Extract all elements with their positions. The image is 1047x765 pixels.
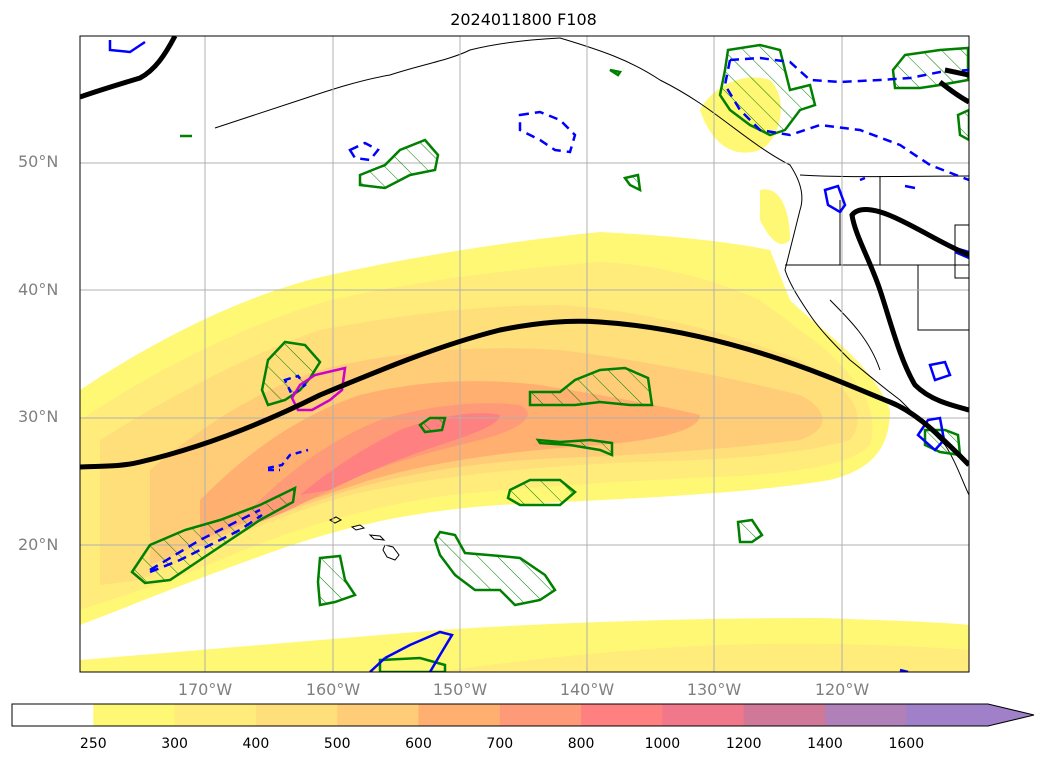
- magenta-contour: [290, 366, 347, 412]
- lon-label-140w: 140°W: [559, 680, 615, 699]
- colorbar-tick-label: 600: [405, 736, 432, 752]
- lon-label-120w: 120°W: [814, 680, 870, 699]
- lat-label-40n: 40°N: [18, 280, 59, 299]
- colorbar: [11, 703, 1035, 727]
- jet-axis-lines: [80, 36, 969, 470]
- map-title: 2024011800 F108: [450, 10, 597, 29]
- green-hatched-contours: [130, 43, 969, 672]
- lon-label-170w: 170°W: [177, 680, 233, 699]
- colorbar-cell: [174, 704, 257, 726]
- coastlines: [214, 37, 969, 496]
- colorbar-cell: [581, 704, 663, 726]
- colorbar-tick-label: 300: [161, 736, 188, 752]
- colorbar-cell: [93, 704, 176, 726]
- colorbar-tick-label: 1200: [725, 736, 762, 752]
- colorbar-tick-label: 800: [567, 736, 595, 752]
- map-panel: [79, 35, 970, 673]
- colorbar-tick-label: 1400: [807, 736, 843, 752]
- colorbar-tick-label: 1000: [644, 736, 681, 752]
- colorbar-cell: [12, 704, 94, 726]
- colorbar-tick-label: 500: [323, 736, 351, 752]
- lon-label-130w: 130°W: [686, 680, 742, 699]
- lat-label-20n: 20°N: [18, 535, 59, 554]
- colorbar-tick-label: 700: [486, 736, 514, 752]
- colorbar-tick-label: 250: [79, 736, 107, 752]
- colorbar-cell: [825, 704, 907, 726]
- colorbar-cell: [906, 704, 1034, 726]
- colorbar-tick-label: 1600: [888, 736, 925, 752]
- lat-label-50n: 50°N: [18, 152, 59, 171]
- colorbar-cell: [337, 704, 419, 726]
- map-frame: [79, 35, 970, 673]
- lon-label-160w: 160°W: [305, 680, 361, 699]
- colorbar-cell: [662, 704, 745, 726]
- lat-label-30n: 30°N: [18, 407, 59, 426]
- gridlines: [80, 36, 969, 672]
- colorbar-cell: [743, 704, 826, 726]
- colorbar-tick-label: 400: [242, 736, 270, 752]
- colorbar-cell: [499, 704, 582, 726]
- colorbar-cell: [255, 704, 338, 726]
- lon-label-150w: 150°W: [432, 680, 488, 699]
- colorbar-cell: [418, 704, 501, 726]
